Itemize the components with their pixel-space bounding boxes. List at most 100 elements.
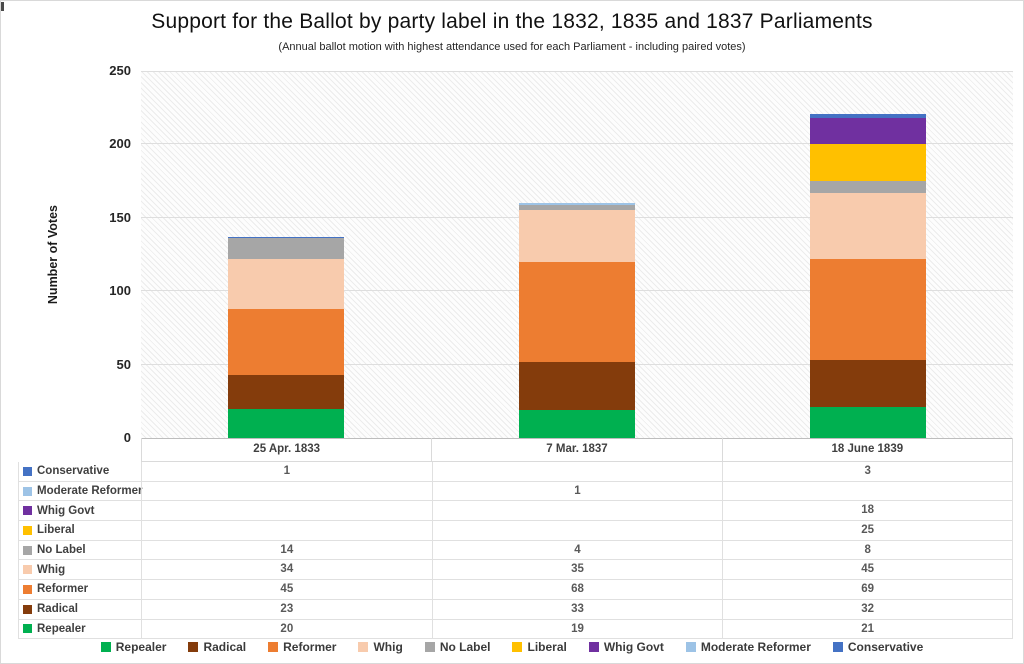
value-cell: 1 (431, 481, 723, 501)
table-row-conservative: Conservative 1 3 (18, 462, 1013, 482)
table-row-no-label: No Label 14 4 8 (18, 540, 1013, 561)
bar-segment-reformer (228, 308, 345, 375)
series-color-swatch (23, 565, 32, 575)
table-row-whig-govt: Whig Govt 18 (18, 501, 1013, 522)
series-color-swatch (23, 584, 32, 594)
series-name-label: Liberal (37, 524, 75, 537)
legend-color-swatch (188, 642, 199, 652)
plot-area (141, 71, 1013, 439)
legend-item-liberal: Liberal (512, 640, 567, 654)
row-key-cell: Whig (18, 560, 141, 580)
series-name-label: No Label (37, 544, 86, 557)
legend-color-swatch (100, 642, 111, 652)
legend-label: Radical (203, 640, 247, 654)
legend-item-reformer: Reformer (268, 640, 336, 654)
bar-segment-repealer (228, 408, 345, 438)
legend-label: No Label (439, 640, 491, 654)
table-row-whig: Whig 34 35 45 (18, 560, 1013, 581)
bar-segment-radical (809, 360, 926, 408)
bar-segment-whig-govt (809, 118, 926, 145)
value-cell: 45 (141, 580, 432, 599)
table-row-liberal: Liberal 25 (18, 521, 1013, 541)
legend-item-no-label: No Label (424, 640, 491, 654)
value-cell: 32 (722, 599, 1013, 619)
bar-segment-liberal (809, 144, 926, 182)
series-color-swatch (23, 486, 32, 496)
value-cell: 14 (141, 540, 432, 560)
bar-segment-conservative (228, 236, 345, 239)
series-color-swatch (23, 604, 32, 614)
category-label-1: 25 Apr. 1833 (141, 438, 432, 462)
bar-segment-radical (228, 374, 345, 409)
y-tick-label-200: 200 (109, 136, 131, 152)
legend-label: Repealer (115, 640, 167, 654)
value-cell: 21 (722, 619, 1013, 639)
value-cell (431, 462, 723, 481)
legend-item-repealer: Repealer (100, 640, 167, 654)
row-key-cell: Liberal (18, 521, 141, 540)
series-name-label: Whig (37, 563, 66, 576)
value-cell: 18 (722, 501, 1013, 521)
stacked-bar-3 (809, 113, 926, 438)
row-key-cell: Moderate Reformer (18, 481, 143, 501)
stacked-bar-1 (228, 236, 345, 438)
x-axis-category-row: 25 Apr. 1833 7 Mar. 1837 18 June 1839 (141, 438, 1013, 462)
value-cell: 20 (141, 619, 432, 639)
edge-artifact-mark (1, 2, 4, 11)
value-cell: 69 (722, 580, 1013, 599)
value-cell (722, 481, 1013, 501)
legend-label: Conservative (847, 640, 924, 654)
legend-item-conservative: Conservative (832, 640, 924, 654)
value-cell: 8 (722, 540, 1013, 560)
series-name-label: Moderate Reformer (37, 485, 143, 498)
value-cell: 23 (141, 599, 432, 619)
bar-segment-repealer (519, 410, 635, 438)
y-tick-label-50: 50 (116, 356, 131, 372)
legend-item-moderate-reformer: Moderate Reformer (685, 640, 811, 654)
category-label-2: 7 Mar. 1837 (431, 438, 722, 462)
value-cell: 1 (141, 462, 432, 481)
series-color-swatch (23, 506, 32, 516)
bar-segment-whig (228, 258, 345, 309)
value-cell: 34 (141, 560, 432, 580)
legend-color-swatch (358, 642, 369, 652)
series-name-label: Reformer (37, 583, 89, 596)
chart-title: Support for the Ballot by party label in… (151, 10, 873, 33)
series-name-label: Whig Govt (37, 504, 95, 517)
y-tick-label-150: 150 (109, 209, 131, 225)
value-cell: 68 (431, 580, 723, 599)
value-cell: 25 (722, 521, 1013, 540)
y-axis-title-text: Number of Votes (46, 204, 60, 305)
legend-color-swatch (512, 642, 523, 652)
bar-segment-no-label (519, 204, 635, 211)
y-tick-label-0: 0 (123, 430, 131, 445)
gridline-200 (141, 143, 1013, 145)
bar-segment-conservative (809, 113, 926, 119)
legend-label: Whig Govt (603, 640, 664, 654)
y-tick-label-250: 250 (109, 63, 131, 78)
row-key-cell: Reformer (18, 580, 141, 599)
legend-label: Moderate Reformer (700, 640, 811, 654)
row-key-cell: Conservative (18, 462, 141, 481)
row-key-cell: Repealer (18, 619, 141, 639)
bar-segment-whig (519, 210, 635, 262)
value-cell: 19 (431, 619, 723, 639)
series-color-swatch (23, 545, 32, 555)
legend-color-swatch (685, 642, 696, 652)
value-cell (141, 501, 432, 521)
value-cell (431, 501, 723, 521)
bar-segment-whig (809, 192, 926, 259)
legend-label: Liberal (527, 640, 567, 654)
legend-label: Whig (373, 640, 403, 654)
value-cell: 3 (722, 462, 1013, 481)
chart-subtitle: (Annual ballot motion with highest atten… (278, 41, 746, 53)
value-cell: 33 (431, 599, 723, 619)
bar-segment-reformer (519, 261, 635, 362)
value-cell: 35 (431, 560, 723, 580)
row-key-cell: No Label (18, 540, 141, 560)
bar-segment-no-label (809, 181, 926, 193)
category-label-3: 18 June 1839 (721, 438, 1013, 462)
row-key-cell: Radical (18, 599, 141, 619)
value-cell (141, 481, 432, 501)
